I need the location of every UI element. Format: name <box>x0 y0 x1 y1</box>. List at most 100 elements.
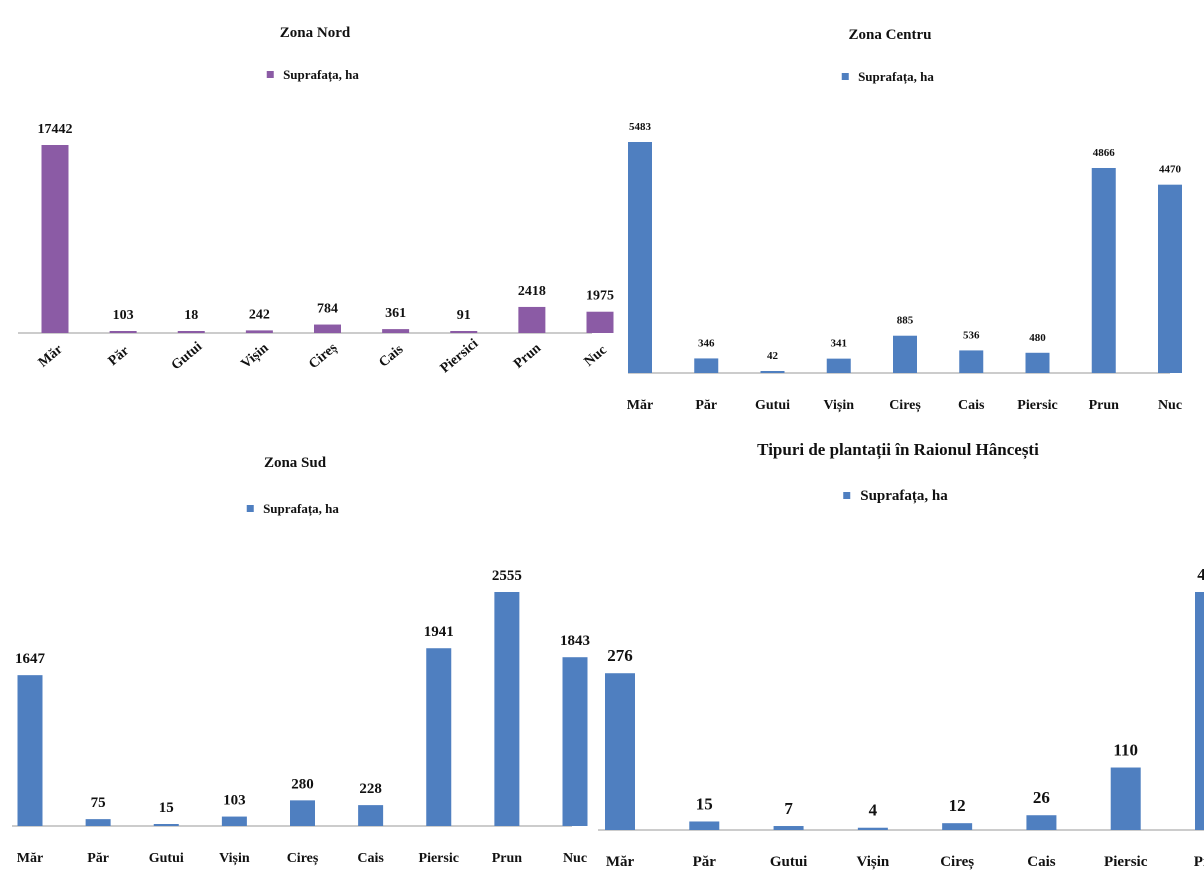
bar <box>1091 167 1116 373</box>
tick-label: Gutui <box>770 854 808 870</box>
data-label: 1647 <box>15 651 46 667</box>
bar <box>518 306 546 333</box>
data-label: 536 <box>963 329 980 341</box>
bar <box>857 827 888 830</box>
tick-label: Prun <box>492 851 523 866</box>
bar <box>1158 184 1182 373</box>
bar <box>382 329 410 333</box>
data-label: 18 <box>184 308 198 323</box>
data-label: 2418 <box>518 284 546 299</box>
data-label: 1941 <box>424 624 454 640</box>
chart-title: Zona Centru <box>849 27 932 43</box>
data-label: 26 <box>1033 788 1050 807</box>
tick-label: Vișin <box>239 341 272 372</box>
tick-label: Nuc <box>563 851 587 866</box>
bar <box>153 824 179 826</box>
legend-swatch <box>841 73 849 80</box>
legend: Suprafața, ha <box>843 488 948 504</box>
tick-label: Cireș <box>306 340 340 372</box>
data-label: 110 <box>1113 741 1138 760</box>
data-label: 5483 <box>629 121 652 133</box>
tick-label: Cais <box>1027 854 1056 870</box>
tick-label: Păr <box>87 851 109 866</box>
legend-label: Suprafața, ha <box>283 67 359 83</box>
tick-label: Cireș <box>287 851 319 866</box>
tick-label: Piersic <box>419 851 459 866</box>
bar <box>959 350 984 373</box>
bar <box>358 805 384 826</box>
bar <box>1026 815 1057 830</box>
data-label: 15 <box>159 800 174 816</box>
chart-title: Zona Sud <box>264 455 327 471</box>
tick-label: Gutui <box>149 851 184 866</box>
bar <box>177 331 205 333</box>
data-label: 103 <box>223 793 246 809</box>
data-label: 12 <box>949 796 966 815</box>
data-label: 75 <box>91 795 106 811</box>
bar <box>109 331 137 333</box>
legend-label: Suprafața, ha <box>263 501 339 517</box>
data-label: 4866 <box>1093 147 1116 159</box>
chart-3: Tipuri de plantații în Raionul Hâncești S… <box>598 440 1204 870</box>
tick-label: Cais <box>376 342 406 371</box>
tick-label: Prun <box>1089 398 1120 413</box>
data-label: 103 <box>113 308 134 323</box>
legend: Suprafața, ha <box>841 69 934 85</box>
data-label: 42 <box>767 350 779 362</box>
data-label: 276 <box>607 646 633 665</box>
tick-label: Păr <box>695 398 717 413</box>
tick-label: Păr <box>106 344 132 369</box>
legend: Suprafața, ha <box>246 501 339 517</box>
data-label: 885 <box>897 315 914 327</box>
chart-0: Zona Nord Suprafața, ha 17442 Măr 103 Păr 18 Gu… <box>18 25 614 376</box>
tick-label: Piersic <box>1017 398 1057 413</box>
tick-label: Cais <box>958 398 985 413</box>
bar <box>605 673 635 830</box>
data-label: 280 <box>291 776 314 792</box>
legend-label: Suprafața, ha <box>860 488 948 504</box>
tick-label: Măr <box>36 342 66 370</box>
chart-title: Zona Nord <box>280 25 351 41</box>
legend-swatch <box>843 492 851 499</box>
tick-label: Vișin <box>219 851 250 866</box>
bar <box>562 657 588 826</box>
legend-swatch <box>246 505 254 512</box>
data-label: 341 <box>831 338 848 350</box>
bar <box>245 330 273 333</box>
data-label: 91 <box>457 308 471 323</box>
tick-label: Gutui <box>755 398 790 413</box>
tick-label: Măr <box>627 398 653 413</box>
chart-1: Zona Centru Suprafața, ha 5483 Măr 346 Păr 42 G… <box>627 27 1182 413</box>
chart-title: Tipuri de plantații în Raionul Hâncești <box>757 440 1039 460</box>
bar <box>628 142 652 373</box>
tick-label: Cireș <box>889 398 921 413</box>
legend-swatch <box>266 71 274 78</box>
data-label: 4 <box>869 801 878 820</box>
bar <box>450 331 478 333</box>
tick-label: Prun <box>1194 854 1204 870</box>
bar <box>426 648 452 826</box>
data-label: 228 <box>359 781 382 797</box>
data-label: 4470 <box>1159 164 1182 176</box>
tick-label: Piersici <box>438 336 482 376</box>
tick-label: Cais <box>357 851 384 866</box>
bar <box>85 819 111 826</box>
tick-label: Nuc <box>582 343 610 370</box>
tick-label: Păr <box>693 854 717 870</box>
bar <box>773 826 804 830</box>
legend: Suprafața, ha <box>266 67 359 83</box>
bar <box>41 145 69 333</box>
bar <box>1195 592 1204 830</box>
data-label: 1843 <box>560 633 590 649</box>
data-label: 419 <box>1197 565 1204 584</box>
legend-label: Suprafața, ha <box>858 69 934 85</box>
tick-label: Măr <box>606 854 635 870</box>
bar <box>290 800 315 826</box>
tick-label: Vișin <box>856 854 889 870</box>
bar <box>760 371 785 373</box>
bar <box>689 821 720 830</box>
bar <box>314 324 341 333</box>
bar <box>694 358 719 373</box>
bar <box>221 816 247 826</box>
